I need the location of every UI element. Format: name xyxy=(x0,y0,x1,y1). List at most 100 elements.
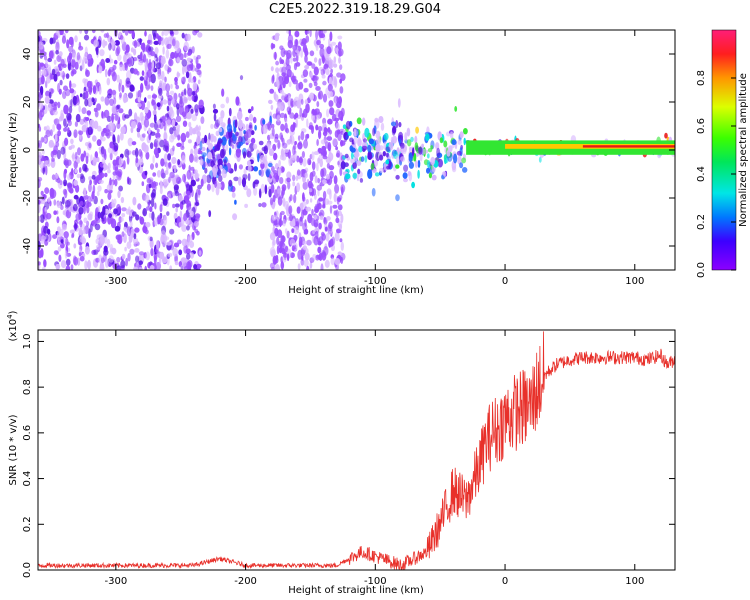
spectrogram-cell xyxy=(157,119,161,126)
spectrogram-cell xyxy=(71,83,77,88)
spectrogram-cell xyxy=(313,66,319,76)
spectrogram-cell xyxy=(345,134,349,140)
spectrogram-cell xyxy=(125,52,130,58)
spectrogram-cell xyxy=(119,34,124,40)
x-tick-label: 0 xyxy=(502,576,508,587)
y-tick-label: -40 xyxy=(22,238,33,254)
spectrogram-cell xyxy=(109,152,114,159)
spectrogram-cell xyxy=(235,96,240,106)
spectrogram-cell xyxy=(364,155,368,163)
spectrogram-cell xyxy=(136,41,141,47)
spectrogram-cell xyxy=(459,162,464,169)
spectrogram-cell xyxy=(139,215,142,222)
spectrogram-cell xyxy=(119,132,124,141)
spectrogram-cell xyxy=(86,110,92,116)
spectrogram-cell xyxy=(251,106,254,111)
spectrogram-cell xyxy=(291,228,295,234)
spectrogram-cell xyxy=(169,30,174,35)
y-multiplier-label: (x104) xyxy=(6,310,19,341)
spectrogram-cell xyxy=(153,114,157,124)
spectrogram-cell xyxy=(139,112,144,122)
spectrogram-cell xyxy=(189,210,194,218)
spectrogram-cell xyxy=(98,65,103,74)
spectrogram-cell xyxy=(99,49,105,57)
spectrogram-cell xyxy=(281,152,287,161)
spectrogram-cell xyxy=(311,63,316,69)
spectrogram-cell xyxy=(195,263,202,269)
spectrogram-cell xyxy=(162,99,168,105)
spectrogram-cell xyxy=(157,214,161,220)
spectrogram-cell xyxy=(160,168,165,178)
spectrogram-cell xyxy=(166,162,169,172)
spectrogram-cell xyxy=(169,90,175,96)
spectrogram-cell xyxy=(107,192,112,201)
spectrogram-cell xyxy=(63,231,69,239)
spectrogram-cell xyxy=(308,125,314,130)
spectrogram-cell xyxy=(176,58,181,64)
spectrogram-cell xyxy=(93,120,99,130)
spectrogram-cell xyxy=(57,246,62,252)
spectrogram-cell xyxy=(140,51,143,61)
spectrogram-cell xyxy=(276,245,280,255)
spectrogram-cell xyxy=(158,257,162,264)
spectrogram-cell xyxy=(340,184,346,193)
spectrogram-cell xyxy=(175,207,178,213)
spectrogram-cell xyxy=(210,123,214,129)
spectrogram-cell xyxy=(191,95,195,102)
spectrogram-cell xyxy=(148,76,152,83)
spectrogram-cell xyxy=(380,122,385,131)
spectrogram-cell xyxy=(408,161,414,169)
spectrogram-cell xyxy=(126,241,132,249)
spectrogram-cell xyxy=(319,43,325,49)
spectrogram-cell xyxy=(162,144,169,152)
spectrogram-cell xyxy=(281,66,287,75)
spectrogram-cell xyxy=(153,255,157,265)
spectrogram-cell xyxy=(155,261,162,270)
spectrogram-cell xyxy=(311,151,315,161)
spectrogram-cell xyxy=(274,34,280,42)
spectrogram-cell xyxy=(137,96,141,103)
spectrogram-cell xyxy=(170,83,173,90)
spectrogram-cell xyxy=(194,192,198,203)
spectrogram-cell xyxy=(85,117,90,121)
spectrogram-cell xyxy=(201,152,207,158)
spectrogram-cell xyxy=(43,126,47,131)
spectrogram-cell xyxy=(304,99,308,105)
spectrogram-cell xyxy=(350,157,356,164)
spectrogram-cell xyxy=(192,154,199,163)
spectrogram-cell xyxy=(186,112,192,120)
spectrogram-cell xyxy=(223,159,227,167)
spectrogram-cell xyxy=(313,151,320,156)
spectrogram-cell xyxy=(137,122,142,130)
spectrogram-cell xyxy=(332,138,338,147)
spectrogram-cell xyxy=(173,212,178,221)
spectrogram-cell xyxy=(40,248,44,258)
spectrogram-cell xyxy=(70,264,74,270)
spectrogram-cell xyxy=(302,245,307,250)
spectrogram-cell xyxy=(187,139,192,144)
spectrogram-cell xyxy=(279,241,283,250)
spectrogram-cell xyxy=(100,96,105,102)
spectrogram-cell xyxy=(155,132,161,139)
spectrogram-cell xyxy=(141,70,145,76)
spectrogram-cell xyxy=(111,89,117,96)
spectrogram-cell xyxy=(46,75,51,84)
spectrogram-cell xyxy=(88,142,92,149)
spectrogram-cell xyxy=(338,57,341,64)
spectrogram-cell xyxy=(152,172,157,177)
spectrogram-cell xyxy=(359,178,364,183)
spectrogram-cell xyxy=(207,151,213,160)
spectrogram-cell xyxy=(210,136,217,142)
spectrogram-cell xyxy=(316,139,319,146)
spectrogram-cell xyxy=(246,150,252,158)
spectrogram-cell xyxy=(305,134,308,141)
spectrogram-cell xyxy=(79,219,83,228)
spectrogram-cell xyxy=(74,61,79,70)
spectrogram-cell xyxy=(108,68,112,76)
spectrogram-cell xyxy=(95,244,102,251)
spectrogram-cell xyxy=(279,57,282,65)
spectrogram-cell xyxy=(109,98,115,107)
spectrogram-cell xyxy=(426,153,430,159)
spectrogram-cell xyxy=(269,262,276,269)
spectrogram-cell xyxy=(155,240,160,250)
